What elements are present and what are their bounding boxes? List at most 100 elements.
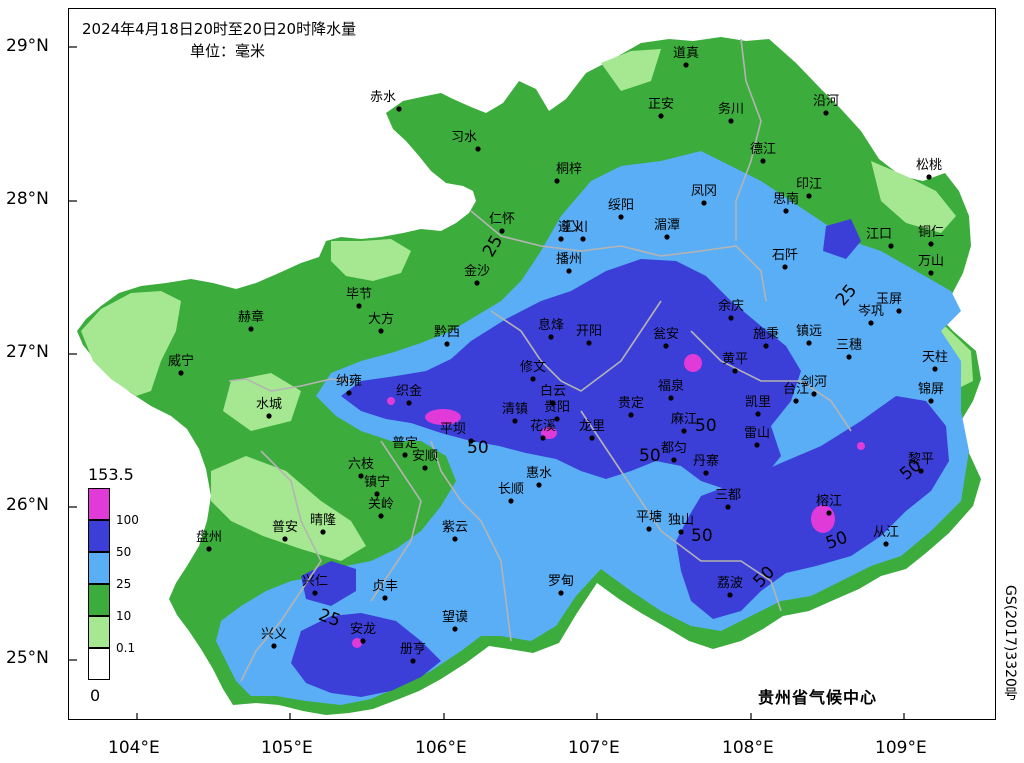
- city-marker: 瓮安: [653, 327, 679, 349]
- boundary-zunyi: [470, 210, 767, 302]
- city-marker: 思南: [773, 191, 799, 214]
- city-label: 独山: [668, 513, 694, 528]
- city-marker: 雷山: [744, 426, 770, 448]
- city-marker: 六枝: [348, 457, 374, 479]
- city-marker: 贞丰: [372, 579, 398, 601]
- city-dot: [793, 398, 799, 404]
- city-marker: 正安: [648, 97, 674, 119]
- city-label: 威宁: [168, 353, 194, 369]
- city-dot: [554, 178, 560, 184]
- city-dot: [671, 457, 677, 463]
- city-label: 道真: [673, 46, 699, 61]
- map-title: 2024年4月18日20时至20日20时降水量: [82, 20, 357, 38]
- light-rain-north: [601, 49, 661, 91]
- city-label: 紫云: [442, 520, 468, 535]
- city-marker: 仁怀: [489, 212, 515, 234]
- city-dot: [554, 416, 560, 422]
- city-marker: 丹寨: [693, 453, 719, 476]
- city-marker: 湄潭: [654, 218, 680, 240]
- boundary-qiandongnan: [690, 330, 852, 432]
- city-label: 安龙: [350, 622, 376, 637]
- city-label: 施秉: [753, 326, 779, 342]
- city-dot: [926, 174, 932, 180]
- city-label: 金沙: [464, 263, 490, 279]
- city-label: 习水: [451, 130, 477, 145]
- city-label: 江口: [866, 227, 892, 242]
- city-dot: [248, 326, 254, 332]
- city-dot: [811, 391, 817, 397]
- rainstorm-central-band: [341, 259, 801, 491]
- legend-min-value: 0: [90, 686, 101, 705]
- light-rain-southwest: [211, 456, 366, 561]
- city-dot: [178, 370, 184, 376]
- city-label: 万山: [918, 254, 944, 269]
- boundary-qianxinan: [240, 450, 322, 682]
- city-marker: 印江: [796, 177, 822, 199]
- city-dot: [896, 308, 902, 314]
- city-dot: [452, 626, 458, 632]
- city-label: 普安: [272, 520, 298, 535]
- city-label: 沿河: [813, 94, 839, 109]
- city-dot: [346, 390, 352, 396]
- city-marker: 望谟: [442, 609, 468, 632]
- legend-swatch: [88, 552, 110, 584]
- city-label: 长顺: [498, 482, 524, 497]
- city-dot: [558, 236, 564, 242]
- lon-label-106: 106°E: [415, 738, 467, 758]
- city-dot: [728, 118, 734, 124]
- city-label: 湄潭: [654, 218, 680, 233]
- city-dot: [806, 340, 812, 346]
- heavy-rain-pingba: [425, 409, 461, 425]
- heavy-rain-jinping: [857, 442, 865, 450]
- legend-label: 25: [116, 577, 132, 591]
- light-rain-west: [81, 291, 181, 396]
- city-label: 黔西: [434, 325, 460, 340]
- city-dot: [396, 106, 402, 112]
- city-marker: 册亨: [400, 641, 426, 664]
- city-dot: [826, 510, 832, 516]
- city-label: 从江: [873, 525, 899, 540]
- city-dot: [566, 268, 572, 274]
- city-marker: 遵义: [558, 219, 586, 242]
- city-dot: [358, 473, 364, 479]
- lat-label-27: 27°N: [6, 342, 49, 362]
- city-label: 绥阳: [608, 198, 634, 213]
- city-dot: [846, 354, 852, 360]
- city-label: 汇川: [562, 220, 588, 235]
- city-label: 石阡: [772, 248, 798, 263]
- lon-label-105: 105°E: [261, 738, 313, 758]
- city-label: 织金: [396, 383, 422, 399]
- axis-ticks: [69, 46, 905, 719]
- city-dot: [703, 470, 709, 476]
- legend-max-value: 153.5: [88, 465, 134, 484]
- city-marker: 绥阳: [608, 198, 634, 220]
- legend-label: 100: [116, 513, 139, 527]
- city-dot: [883, 541, 889, 547]
- city-dot: [378, 513, 384, 519]
- city-label: 盘州: [196, 529, 222, 545]
- lat-label-29: 29°N: [6, 36, 49, 56]
- city-marker: 毕节: [346, 287, 372, 309]
- city-label: 凯里: [745, 395, 771, 410]
- city-dot: [683, 62, 689, 68]
- city-label: 剑河: [801, 374, 827, 390]
- city-dot: [312, 590, 318, 596]
- city-label: 贵阳: [544, 400, 570, 415]
- city-label: 镇远: [796, 324, 822, 339]
- city-marker: 独山: [668, 513, 694, 535]
- city-label: 贞丰: [372, 579, 398, 594]
- city-dot: [928, 241, 934, 247]
- city-marker: 习水: [451, 130, 481, 152]
- city-marker: 镇远: [796, 324, 822, 346]
- city-dot: [402, 452, 408, 458]
- heavy-rain-anlong: [352, 638, 362, 648]
- city-marker: 长顺: [498, 482, 524, 504]
- city-marker: 石阡: [772, 248, 798, 270]
- city-dot: [589, 435, 595, 441]
- city-dot: [701, 200, 707, 206]
- city-marker: 兴义: [261, 627, 287, 649]
- city-marker: 榕江: [816, 494, 842, 516]
- boundary-bijie: [228, 378, 352, 392]
- lat-label-26: 26°N: [6, 495, 49, 515]
